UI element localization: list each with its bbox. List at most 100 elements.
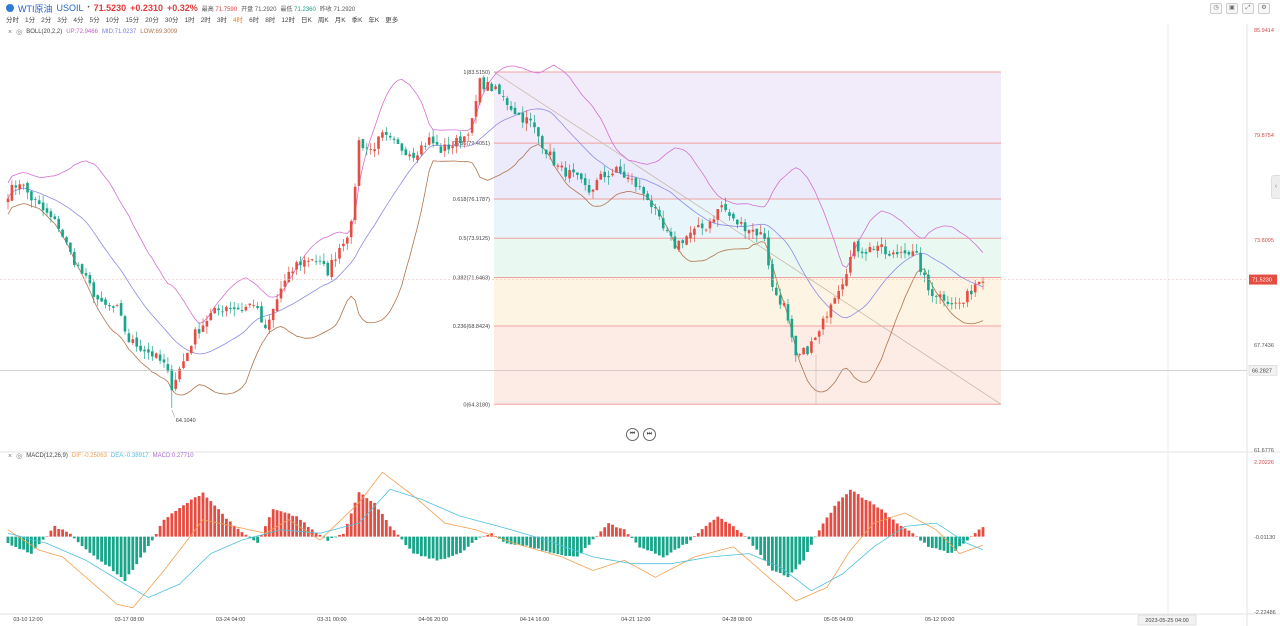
candle-body — [970, 290, 973, 295]
candle-body — [704, 229, 708, 231]
candle-body — [217, 308, 220, 311]
skip-forward-icon[interactable]: ⏭ — [643, 428, 656, 441]
macd-bar — [529, 536, 532, 548]
price-tick-4: 61.6776 — [1254, 448, 1274, 454]
timeframe-17[interactable]: 日K — [301, 17, 312, 24]
macd-bar — [708, 522, 712, 537]
timeframe-selector: 分时 1分 2分 3分 4分 5分 10分 15分 20分 30分 1时 2时 3时 4时 6时 8时 12时日… — [6, 14, 398, 24]
candle-body — [732, 213, 735, 219]
candle-body — [673, 236, 677, 249]
timeframe-3[interactable]: 3分 — [57, 17, 68, 24]
macd-bar — [954, 536, 958, 551]
macd-bar — [53, 525, 57, 537]
eye-icon[interactable]: ◎ — [16, 453, 23, 460]
candle-body — [630, 178, 634, 180]
candle-body — [654, 207, 657, 209]
timeframe-19[interactable]: 月K — [334, 17, 346, 24]
symbol-code[interactable]: USOIL — [56, 3, 84, 13]
timeframe-9[interactable]: 30分 — [164, 17, 179, 24]
timeframe-11[interactable]: 2时 — [200, 17, 211, 24]
timeframe-12[interactable]: 3时 — [216, 17, 227, 24]
macd-bar — [299, 519, 302, 537]
macd-bar — [751, 536, 755, 546]
timeframe-4[interactable]: 4分 — [73, 17, 84, 24]
candle-body — [404, 149, 408, 156]
fib-band-4 — [494, 277, 1001, 326]
candle-body — [84, 273, 88, 276]
candle-body — [143, 349, 146, 352]
candle-body — [677, 240, 681, 250]
candle-body — [447, 144, 450, 150]
clock-icon[interactable]: ◷ — [1210, 3, 1222, 14]
timeframe-18[interactable]: 周K — [317, 17, 329, 24]
macd-bar — [49, 530, 53, 537]
candle-body — [299, 261, 302, 266]
macd-bar — [630, 536, 634, 538]
timeframe-5[interactable]: 5分 — [89, 17, 100, 24]
timeframe-21[interactable]: 年K — [368, 17, 380, 24]
candle-body — [927, 274, 930, 291]
macd-bar — [373, 502, 376, 537]
candle-body — [568, 169, 571, 179]
candle-body — [958, 302, 961, 304]
candle-body — [556, 165, 560, 167]
candle-body — [505, 98, 509, 105]
macd-bar — [244, 534, 248, 537]
candle-body — [923, 272, 926, 275]
timeframe-2[interactable]: 2分 — [41, 17, 52, 24]
candle-body — [342, 243, 345, 247]
timeframe-15[interactable]: 8时 — [265, 17, 276, 24]
candle-body — [509, 106, 513, 110]
macd-bar — [794, 536, 798, 570]
macd-bar — [817, 530, 821, 537]
macd-bar — [470, 536, 474, 543]
fullscreen-icon[interactable]: ⤢ — [1242, 3, 1254, 14]
macd-bar — [556, 536, 560, 555]
macd-bar — [139, 536, 142, 558]
candle-body — [314, 261, 318, 263]
candle-body — [73, 251, 76, 266]
macd-bar — [728, 523, 731, 537]
timeframe-8[interactable]: 20分 — [145, 17, 159, 24]
fib-band-0 — [494, 72, 1001, 144]
macd-bar — [443, 536, 447, 559]
timeframe-20[interactable]: 季K — [351, 17, 363, 24]
macd-dea-line — [7, 488, 984, 599]
macd-bar — [225, 518, 228, 537]
stat-3: 昨收 71.2920 — [319, 6, 356, 13]
timeframe-10[interactable]: 1时 — [184, 17, 195, 24]
fib-band-5 — [494, 325, 1001, 405]
timeframe-7[interactable]: 15分 — [125, 17, 140, 24]
candle-body — [728, 212, 731, 216]
eye-icon[interactable]: ◎ — [16, 29, 23, 36]
timeframe-14[interactable]: 6时 — [249, 17, 260, 24]
macd-bar — [966, 536, 969, 541]
chevron-left-icon[interactable]: ‹ — [1271, 175, 1280, 199]
macd-bar — [774, 536, 778, 572]
macd-bar — [115, 536, 119, 575]
symbol-name[interactable]: WTI原油 — [18, 3, 53, 14]
macd-bar — [182, 505, 185, 537]
macd-bar — [150, 536, 154, 541]
macd-bar — [154, 534, 158, 537]
timeframe-13[interactable]: 4时 — [232, 17, 244, 24]
candle-body — [127, 333, 131, 343]
candle-body — [135, 337, 138, 347]
timeframe-1[interactable]: 1分 — [25, 17, 36, 24]
close-icon[interactable]: × — [8, 452, 13, 460]
candle-body — [151, 351, 154, 357]
skip-back-icon[interactable]: ⏮ — [626, 428, 639, 441]
camera-icon[interactable]: ▣ — [1226, 3, 1238, 14]
close-icon[interactable]: × — [8, 28, 13, 36]
timeframe-16[interactable]: 12时 — [281, 17, 296, 24]
macd-bar — [884, 512, 887, 537]
settings-icon[interactable]: ⚙ — [1258, 3, 1270, 14]
macd-bar — [778, 536, 782, 574]
timeframe-0[interactable]: 分时 — [6, 17, 19, 24]
candle-body — [34, 199, 37, 201]
timeframe-22[interactable]: 更多 — [385, 17, 399, 24]
low-annotation: 64.1040 — [176, 418, 196, 424]
timeframe-6[interactable]: 10分 — [105, 17, 120, 24]
candle-body — [712, 219, 716, 223]
